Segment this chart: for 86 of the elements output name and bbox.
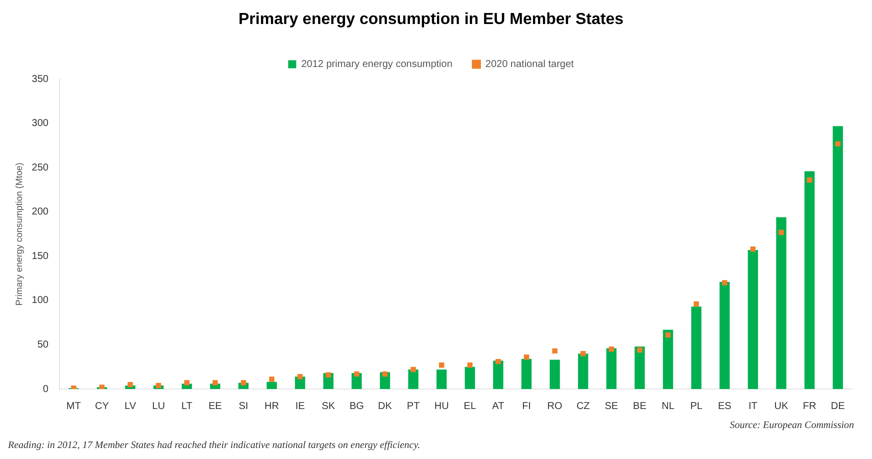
x-tick-label: LT [181, 400, 192, 412]
y-axis-title: Primary energy consumption (Mtoe) [14, 162, 24, 306]
x-tick-label: BG [349, 400, 364, 412]
legend-label: 2012 primary energy consumption [301, 58, 452, 70]
bar [634, 346, 645, 389]
y-tick-label: 0 [42, 384, 49, 395]
x-tick-label: FI [522, 400, 531, 412]
point [665, 332, 671, 338]
point [835, 141, 840, 146]
bar [804, 171, 815, 389]
bar [436, 370, 447, 389]
x-tick-label: DE [830, 400, 846, 412]
y-tick-label: 100 [32, 295, 49, 306]
point [467, 362, 473, 368]
x-tick-label: BE [633, 400, 647, 412]
x-tick-label: UK [774, 400, 789, 412]
point [297, 374, 303, 380]
point [608, 346, 614, 352]
point [778, 230, 784, 235]
x-tick-label: SK [322, 400, 336, 412]
y-tick-label: 50 [37, 339, 49, 350]
bar [748, 250, 758, 389]
point [269, 376, 274, 382]
bar [550, 360, 560, 389]
x-tick-label: CY [94, 400, 110, 412]
x-tick-label: IE [295, 400, 306, 412]
point [99, 384, 105, 389]
bar [578, 354, 588, 389]
point [71, 385, 76, 389]
x-tick-label: CZ [576, 400, 590, 412]
legend-label: 2020 national target [485, 58, 574, 70]
x-tick-label: DK [378, 400, 392, 412]
x-tick-label: EL [464, 400, 476, 412]
point [354, 371, 360, 377]
x-tick-label: LV [124, 400, 136, 412]
chart-title: Primary energy consumption in EU Member States [238, 11, 624, 28]
point [750, 246, 756, 252]
x-tick-label: PL [690, 400, 703, 412]
point [382, 371, 388, 377]
y-tick-label: 200 [32, 206, 49, 218]
x-tick-label: AT [492, 400, 504, 412]
y-tick-label: 250 [32, 162, 49, 174]
point [184, 380, 190, 386]
y-tick-label: 150 [32, 250, 49, 262]
bar [662, 330, 674, 389]
x-tick-label: EE [208, 400, 222, 412]
x-tick-label: FR [802, 400, 816, 412]
point [128, 382, 133, 388]
x-tick-label: PT [406, 400, 420, 412]
bar [521, 358, 532, 389]
point [156, 382, 162, 388]
source-note: Source: European Commission [730, 420, 854, 431]
x-tick-label: SE [604, 400, 618, 412]
point [524, 354, 530, 360]
bar [266, 382, 277, 389]
bar [776, 217, 786, 389]
bar [720, 282, 730, 389]
bar [408, 370, 418, 389]
point [212, 380, 218, 386]
point [637, 347, 642, 353]
text: Reading: in 2012, 17 Member States had reached their indicative national targets on energy efficiency. [8, 440, 420, 451]
bar [832, 126, 843, 389]
x-tick-label: ES [718, 400, 732, 412]
point [438, 362, 444, 368]
y-tick-label: 350 [32, 74, 49, 85]
x-tick-label: MT [66, 400, 81, 412]
point [326, 372, 331, 378]
x-tick-label: HU [434, 400, 449, 412]
x-tick-label: RO [547, 400, 563, 412]
point [496, 358, 501, 364]
bar [493, 360, 504, 389]
point [722, 280, 728, 286]
point [410, 366, 416, 372]
point [552, 348, 558, 354]
x-tick-label: NL [662, 400, 675, 412]
bar [691, 306, 702, 389]
bar [606, 348, 617, 389]
bar [464, 366, 475, 389]
x-tick-label: IT [748, 400, 758, 412]
point [806, 177, 812, 183]
point [580, 350, 586, 356]
x-tick-label: SI [238, 400, 248, 412]
point [694, 301, 699, 307]
x-tick-label: LU [152, 400, 165, 412]
y-tick-label: 300 [32, 118, 49, 130]
x-tick-label: HR [264, 400, 279, 412]
